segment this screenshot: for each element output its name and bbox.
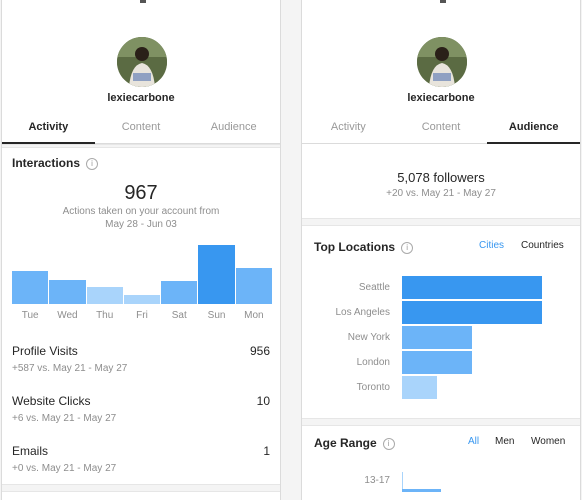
tab-bar: Activity Content Audience (2, 116, 280, 144)
age-range-title-text: Age Range (314, 436, 377, 450)
tab-content[interactable]: Content (121, 121, 161, 133)
tab-content[interactable]: Content (421, 121, 461, 133)
location-bar-toronto (402, 376, 437, 399)
bar-sat (161, 280, 198, 304)
day-label: Tue (21, 310, 39, 321)
avatar-photo-icon (417, 37, 467, 87)
location-bar-seattle (402, 276, 542, 299)
top-locations-title: Top Locations i (314, 240, 414, 254)
location-label: Seattle (358, 282, 390, 293)
location-label: London (356, 357, 390, 368)
avatar[interactable] (117, 37, 167, 87)
tab-audience[interactable]: Audience (487, 116, 580, 144)
bar-mon (235, 267, 272, 304)
bar-sun (198, 244, 235, 304)
location-label: Los Angeles (335, 307, 391, 318)
username: lexiecarbone (107, 92, 175, 104)
followers-count: 5,078 followers (397, 170, 485, 185)
day-label: Thu (96, 310, 114, 321)
info-icon[interactable]: i (86, 157, 99, 170)
bar-thu (86, 286, 123, 304)
location-bar-los-angeles (402, 301, 542, 324)
metric-value: 10 (256, 394, 270, 408)
avatar[interactable] (417, 37, 467, 87)
tab-audience[interactable]: Audience (210, 121, 257, 133)
top-locations-title-text: Top Locations (314, 240, 396, 254)
divider (2, 144, 280, 148)
day-label: Sat (171, 310, 187, 321)
metric-comparison: +0 vs. May 21 - May 27 (12, 463, 117, 474)
interactions-title-text: Interactions (12, 156, 81, 170)
filter-all[interactable]: All (468, 436, 480, 447)
profile-header: lexiecarbone (2, 0, 280, 116)
interactions-title: Interactions i (12, 156, 99, 170)
filter-countries[interactable]: Countries (521, 240, 564, 251)
tab-activity[interactable]: Activity (2, 116, 95, 144)
audience-screen: lexiecarbone Activity Content Audience 5… (301, 0, 581, 500)
info-icon[interactable]: i (401, 241, 414, 254)
location-label: Toronto (356, 382, 390, 393)
info-icon[interactable]: i (382, 437, 395, 450)
interactions-total: 967 (124, 182, 158, 204)
location-label: New York (347, 332, 390, 343)
day-label: Wed (57, 310, 78, 321)
age-bucket-label: 13-17 (364, 475, 390, 486)
day-label: Sun (207, 310, 226, 321)
interactions-caption-line1: Actions taken on your account from (62, 206, 220, 217)
metric-value: 1 (263, 444, 270, 458)
bar-fri (123, 294, 161, 304)
tab-bar: Activity Content Audience (302, 116, 580, 144)
age-bar-13-17 (402, 489, 442, 492)
divider (2, 484, 280, 492)
status-indicator (140, 0, 146, 3)
divider (302, 418, 580, 426)
filter-cities[interactable]: Cities (479, 240, 505, 251)
username: lexiecarbone (407, 92, 475, 104)
activity-screen: lexiecarbone Activity Content Audience I… (1, 0, 281, 500)
location-bar-london (402, 351, 472, 374)
day-label: Mon (244, 310, 264, 321)
filter-men[interactable]: Men (495, 436, 515, 447)
followers-change: +20 vs. May 21 - May 27 (386, 188, 496, 199)
metric-label: Website Clicks (12, 394, 91, 408)
tab-activity[interactable]: Activity (330, 121, 366, 133)
age-range-title: Age Range i (314, 436, 395, 450)
daily-interactions-chart (12, 240, 272, 304)
metric-value: 956 (249, 344, 270, 358)
metric-comparison: +587 vs. May 21 - May 27 (12, 363, 128, 374)
bar-wed (49, 279, 86, 304)
status-indicator (440, 0, 446, 3)
location-bar-new-york (402, 326, 472, 349)
metric-label: Profile Visits (12, 344, 78, 358)
day-label: Fri (136, 310, 148, 321)
avatar-photo-icon (117, 37, 167, 87)
divider (302, 218, 580, 226)
interactions-caption-line2: May 28 - Jun 03 (105, 219, 177, 230)
age-axis-tick (402, 472, 403, 492)
profile-header: lexiecarbone (302, 0, 580, 116)
bar-tue (12, 271, 49, 304)
metric-comparison: +6 vs. May 21 - May 27 (12, 413, 117, 424)
filter-women[interactable]: Women (531, 436, 566, 447)
metric-label: Emails (12, 444, 49, 458)
